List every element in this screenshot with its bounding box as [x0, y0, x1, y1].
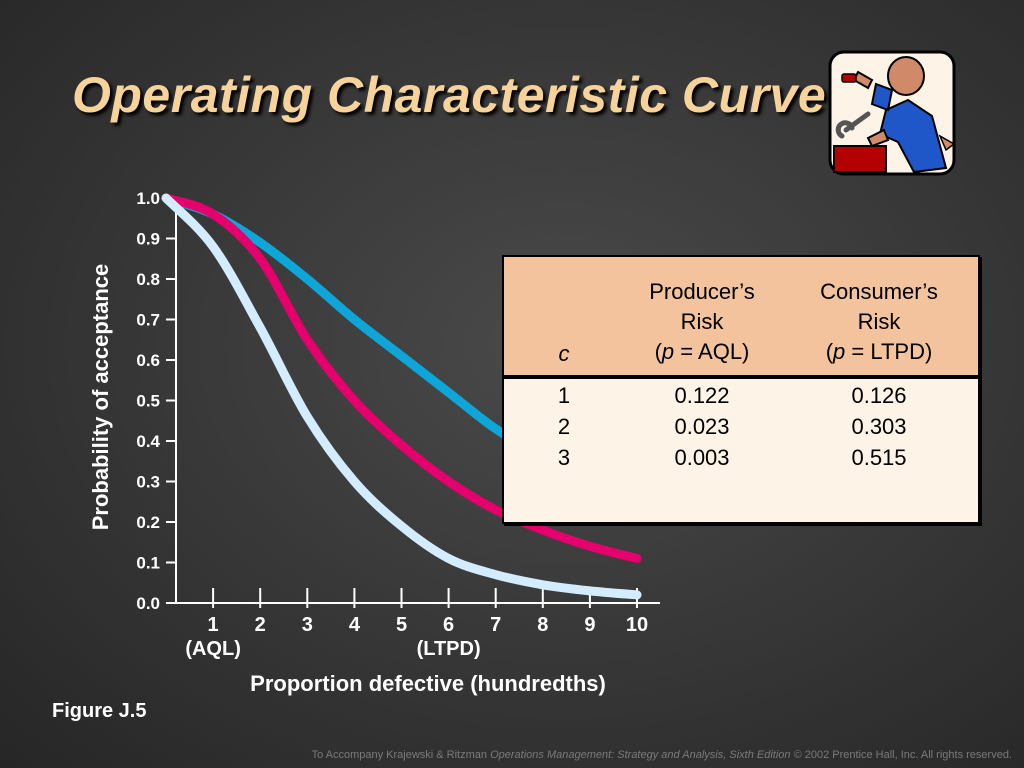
cell-consumer: 0.126: [851, 383, 907, 408]
x-tick-label: 8: [537, 614, 548, 636]
cell-consumer: 0.303: [851, 414, 907, 439]
y-tick-label: 0.0: [136, 594, 160, 613]
x-tick-label: 4: [349, 614, 361, 636]
y-tick-label: 0.4: [136, 432, 160, 451]
table-row: 1 0.122 0.126: [504, 380, 978, 411]
table-row: 2 0.023 0.303: [504, 411, 978, 442]
table-row: 3 0.003 0.515: [504, 442, 978, 473]
oc-curve-line-3: [161, 193, 642, 600]
x-axis: 1 2 3 4 5 6 7 8 9 10 (AQL) (LTPD): [176, 588, 660, 660]
x-annotation-label: (LTPD): [417, 638, 481, 660]
cell-c: 2: [557, 414, 571, 439]
y-axis: 0.0 0.1 0.2 0.3 0.4 0.5 0.6 0.7 0.8 0.9 1.0: [136, 189, 177, 613]
y-tick-label: 0.2: [136, 513, 160, 532]
y-tick-label: 0.7: [136, 311, 160, 330]
risk-table: c Producer’s Risk (p = AQL) Consumer’s R…: [502, 255, 980, 524]
slide-title: Operating Characteristic Curve: [72, 67, 827, 123]
y-tick-label: 0.9: [136, 230, 160, 249]
y-tick-label: 0.5: [136, 392, 160, 411]
cell-consumer: 0.515: [851, 445, 907, 470]
y-tick-label: 0.8: [136, 270, 160, 289]
cell-producer: 0.122: [674, 383, 730, 408]
figure-caption: Figure J.5: [52, 700, 147, 722]
y-tick-label: 0.3: [136, 473, 160, 492]
x-tick-label: 7: [490, 614, 501, 636]
x-tick-label: 3: [302, 614, 313, 636]
x-axis-label: Proportion defective (hundredths): [250, 671, 606, 696]
cell-producer: 0.023: [674, 414, 730, 439]
x-annotation-label: (AQL): [185, 638, 241, 660]
header-producers-risk: Producer’s Risk (p = AQL): [649, 279, 755, 364]
copyright-footer: To Accompany Krajewski & Ritzman Operati…: [311, 749, 1012, 761]
x-tick-label: 1: [208, 614, 219, 636]
cell-c: 3: [557, 445, 571, 470]
header-consumers-risk: Consumer’s Risk (p = LTPD): [820, 279, 938, 364]
y-tick-label: 0.1: [136, 554, 160, 573]
cell-c: 1: [557, 383, 571, 408]
risk-table-header: c Producer’s Risk (p = AQL) Consumer’s R…: [504, 257, 978, 379]
x-tick-label: 9: [584, 614, 595, 636]
header-c: c: [558, 341, 570, 366]
cell-producer: 0.003: [674, 445, 730, 470]
x-tick-label: 6: [443, 614, 454, 636]
x-tick-label: 5: [396, 614, 407, 636]
x-tick-label: 2: [255, 614, 266, 636]
y-tick-label: 1.0: [136, 189, 160, 208]
y-tick-label: 0.6: [136, 351, 160, 370]
worker-with-wrench-icon: [828, 50, 956, 176]
y-axis-label: Probability of acceptance: [88, 264, 113, 531]
oc-curve-line-2: [161, 193, 642, 563]
x-tick-label: 10: [626, 614, 648, 636]
